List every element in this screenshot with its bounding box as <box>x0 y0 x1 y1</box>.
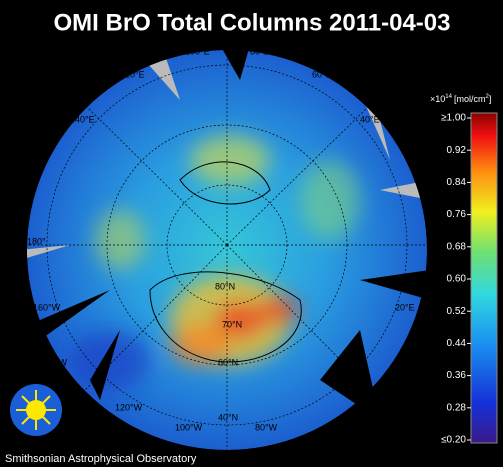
lat-label: 70°N <box>222 319 242 329</box>
title: OMI BrO Total Columns 2011-04-03 <box>54 9 451 36</box>
lon-label: 180° <box>27 236 46 246</box>
lon-label: 80°E <box>250 46 270 56</box>
unit-exponent: 14 <box>445 94 452 100</box>
colorbar-tick-label: 0.28 <box>447 402 467 413</box>
lon-label: 20°E <box>395 302 415 312</box>
lon-label: 40°E <box>360 114 380 124</box>
colorbar-unit: ×1014 [mol/cm2] <box>430 94 491 105</box>
map <box>27 50 427 450</box>
lon-label: 120°E <box>120 69 145 79</box>
lon-label: 140°W <box>40 357 68 367</box>
colorbar-tick-label: 0.76 <box>447 209 467 220</box>
coastlines <box>149 161 302 363</box>
colorbar-tick-label: 0.84 <box>447 177 467 188</box>
colorbar <box>470 112 498 444</box>
lon-label: 80°W <box>255 422 278 432</box>
colorbar-tick-label: 0.52 <box>447 306 467 317</box>
colorbar-tick-label: 0.68 <box>447 241 467 252</box>
colorbar-tick-label: 0.36 <box>447 370 467 381</box>
lon-label: 100°W <box>175 422 203 432</box>
colorbar-tick-label: ≥1.00 <box>441 113 466 124</box>
colorbar-ticks: ≥1.00 0.92 0.84 0.76 0.68 0.60 0.52 0.44 0.36 0.2… <box>441 113 471 446</box>
lat-label: 60°N <box>218 357 238 367</box>
unit-close: ] <box>489 94 492 104</box>
lat-label: 80°N <box>215 281 235 291</box>
colorbar-tick-label: 0.92 <box>447 145 467 156</box>
map-labels: 100°E 80°E 120°E 60°E 140°E 40°E 180° 20… <box>27 46 415 432</box>
unit-text: [mol/cm <box>454 94 486 104</box>
gap-wedges <box>40 50 427 420</box>
lon-label: 160°W <box>33 302 61 312</box>
unit-base: ×10 <box>430 94 445 104</box>
lat-label: 40°N <box>218 412 238 422</box>
colorbar-tick-label: 0.60 <box>447 274 467 285</box>
colorbar-tick-label: 0.44 <box>447 338 467 349</box>
lon-label: 100°E <box>185 46 210 56</box>
lon-label: 120°W <box>115 402 143 412</box>
logo <box>10 384 62 436</box>
lon-label: 60°E <box>312 69 332 79</box>
unit-text-exponent: 2 <box>485 94 489 100</box>
colorbar-tick-label: ≤0.20 <box>441 435 466 446</box>
footer: Smithsonian Astrophysical Observatory <box>5 453 197 465</box>
lon-label: 140°E <box>70 114 95 124</box>
